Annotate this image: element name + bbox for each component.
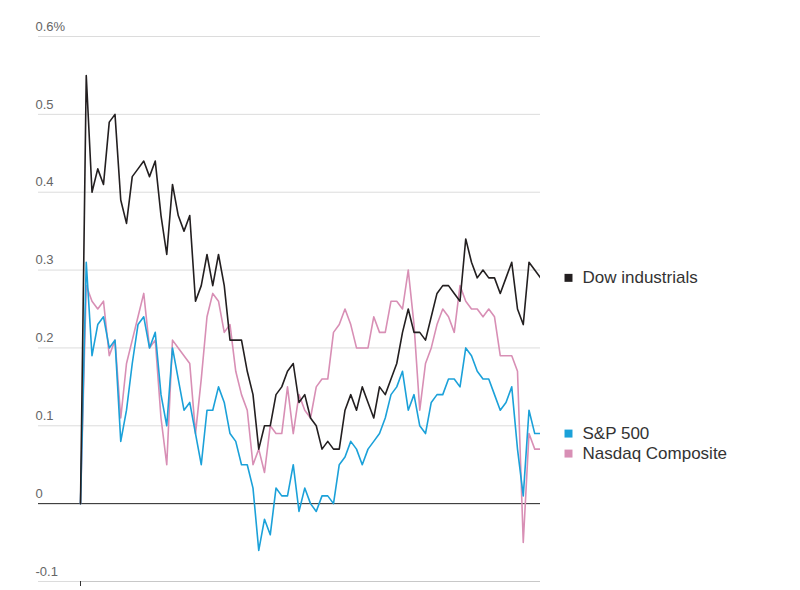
svg-text:0.1: 0.1 [36, 408, 54, 423]
svg-text:0.2: 0.2 [36, 330, 54, 345]
svg-text:0: 0 [36, 486, 43, 501]
svg-text:Nasdaq Composite: Nasdaq Composite [583, 444, 728, 463]
svg-text:0.5: 0.5 [36, 97, 54, 112]
svg-text:-0.1: -0.1 [36, 564, 58, 579]
svg-text:S&P 500: S&P 500 [583, 424, 650, 443]
svg-text:0.3: 0.3 [36, 252, 54, 267]
svg-text:Dow industrials: Dow industrials [583, 268, 698, 287]
svg-text:0.4: 0.4 [36, 174, 54, 189]
svg-text:0.6%: 0.6% [36, 19, 66, 34]
